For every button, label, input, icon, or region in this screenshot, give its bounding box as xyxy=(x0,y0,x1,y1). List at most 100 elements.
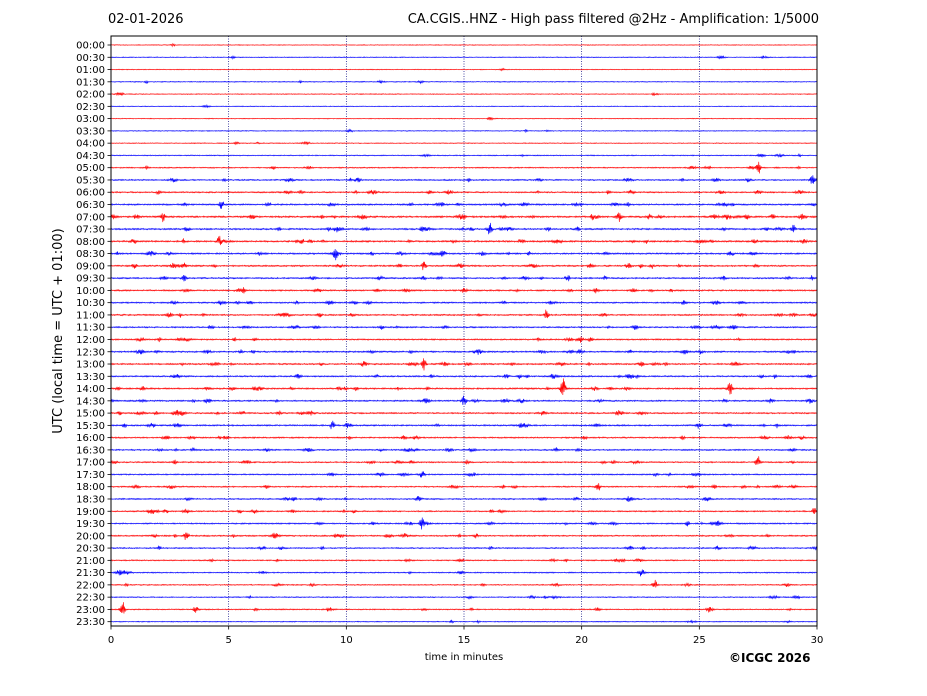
grid-lines xyxy=(228,36,700,626)
ytick-label: 03:00 xyxy=(76,114,105,125)
trace-row-1900 xyxy=(110,507,818,515)
ytick-label: 14:30 xyxy=(76,396,105,407)
trace-row-1030 xyxy=(110,300,818,306)
ytick-label: 15:00 xyxy=(76,409,105,420)
ytick-label: 15:30 xyxy=(76,421,105,432)
trace-row-1730 xyxy=(110,471,818,478)
ytick-label: 10:00 xyxy=(76,286,105,297)
trace-row-0300 xyxy=(110,116,818,121)
trace-row-0700 xyxy=(110,212,818,223)
ytick-label: 17:00 xyxy=(76,458,105,469)
ytick-label: 23:30 xyxy=(76,617,105,628)
trace-row-1230 xyxy=(110,349,818,355)
trace-row-2030 xyxy=(110,545,818,551)
trace-row-0530 xyxy=(110,175,818,184)
ytick-label: 18:00 xyxy=(76,482,105,493)
trace-row-2230 xyxy=(110,594,818,600)
ytick-label: 16:00 xyxy=(76,433,105,444)
trace-row-1530 xyxy=(110,420,818,430)
seismic-traces xyxy=(110,42,818,625)
trace-row-0200 xyxy=(110,91,818,97)
ytick-label: 12:30 xyxy=(76,347,105,358)
trace-row-1430 xyxy=(110,395,818,405)
trace-row-2330 xyxy=(110,619,818,625)
date-label: 02-01-2026 xyxy=(108,12,184,27)
ytick-label: 05:00 xyxy=(76,163,105,174)
ytick-label: 12:00 xyxy=(76,335,105,346)
trace-row-1000 xyxy=(110,287,818,294)
ytick-label: 03:30 xyxy=(76,126,105,137)
ytick-label: 02:00 xyxy=(76,90,105,101)
xtick-label: 20 xyxy=(575,635,588,646)
ytick-label: 01:30 xyxy=(76,77,105,88)
ytick-label: 22:30 xyxy=(76,593,105,604)
ytick-label: 00:00 xyxy=(76,41,105,52)
trace-row-1100 xyxy=(110,309,818,319)
trace-row-0230 xyxy=(110,103,818,109)
trace-row-0100 xyxy=(110,67,818,72)
ytick-label: 17:30 xyxy=(76,470,105,481)
trace-row-1400 xyxy=(110,378,818,395)
ytick-label: 21:00 xyxy=(76,556,105,567)
ytick-label: 08:30 xyxy=(76,249,105,260)
trace-row-0000 xyxy=(110,42,818,48)
xtick-label: 5 xyxy=(225,635,231,646)
ytick-label: 11:00 xyxy=(76,310,105,321)
ytick-label: 06:30 xyxy=(76,200,105,211)
trace-row-0800 xyxy=(110,235,818,246)
xtick-label: 10 xyxy=(340,635,353,646)
trace-row-1930 xyxy=(110,517,818,530)
ytick-label: 01:00 xyxy=(76,65,105,76)
trace-row-2130 xyxy=(110,569,818,577)
trace-row-0600 xyxy=(110,189,818,195)
trace-row-0730 xyxy=(110,222,818,235)
trace-row-1630 xyxy=(110,447,818,453)
trace-row-0500 xyxy=(110,161,818,174)
trace-row-1200 xyxy=(110,336,818,343)
trace-row-0900 xyxy=(110,261,818,271)
trace-row-0130 xyxy=(110,79,818,85)
ytick-label: 23:00 xyxy=(76,605,105,616)
trace-row-0930 xyxy=(110,275,818,282)
trace-row-2000 xyxy=(110,532,818,540)
ytick-label: 05:30 xyxy=(76,175,105,186)
ytick-label: 19:00 xyxy=(76,507,105,518)
ytick-label: 02:30 xyxy=(76,102,105,113)
trace-row-0400 xyxy=(110,140,818,146)
trace-row-0830 xyxy=(110,248,818,261)
x-axis-label: time in minutes xyxy=(425,652,504,663)
trace-row-1500 xyxy=(110,409,818,416)
y-axis-label: UTC (local time = UTC + 01:00) xyxy=(51,228,66,433)
ytick-label: 21:30 xyxy=(76,568,105,579)
ytick-label: 20:30 xyxy=(76,544,105,555)
ytick-label: 19:30 xyxy=(76,519,105,530)
xtick-label: 25 xyxy=(693,635,706,646)
ytick-label: 18:30 xyxy=(76,494,105,505)
trace-row-0330 xyxy=(110,128,818,134)
ytick-label: 00:30 xyxy=(76,53,105,64)
ytick-label: 14:00 xyxy=(76,384,105,395)
ytick-label: 16:30 xyxy=(76,445,105,456)
ytick-label: 20:00 xyxy=(76,531,105,542)
ytick-label: 08:00 xyxy=(76,237,105,248)
ytick-label: 09:30 xyxy=(76,274,105,285)
trace-row-0030 xyxy=(110,55,818,60)
ytick-label: 10:30 xyxy=(76,298,105,309)
xtick-label: 15 xyxy=(458,635,471,646)
trace-row-1600 xyxy=(110,435,818,441)
ytick-label: 22:00 xyxy=(76,580,105,591)
xtick-label: 30 xyxy=(811,635,824,646)
trace-row-1700 xyxy=(110,456,818,465)
ytick-label: 07:30 xyxy=(76,225,105,236)
trace-row-1830 xyxy=(110,495,818,502)
ytick-label: 11:30 xyxy=(76,323,105,334)
chart-title: CA.CGIS..HNZ - High pass filtered @2Hz -… xyxy=(407,12,819,27)
ytick-label: 13:30 xyxy=(76,372,105,383)
trace-row-0430 xyxy=(110,153,818,158)
ytick-label: 07:00 xyxy=(76,212,105,223)
ytick-label: 06:00 xyxy=(76,188,105,199)
ytick-label: 09:00 xyxy=(76,261,105,272)
trace-row-2200 xyxy=(110,579,818,588)
